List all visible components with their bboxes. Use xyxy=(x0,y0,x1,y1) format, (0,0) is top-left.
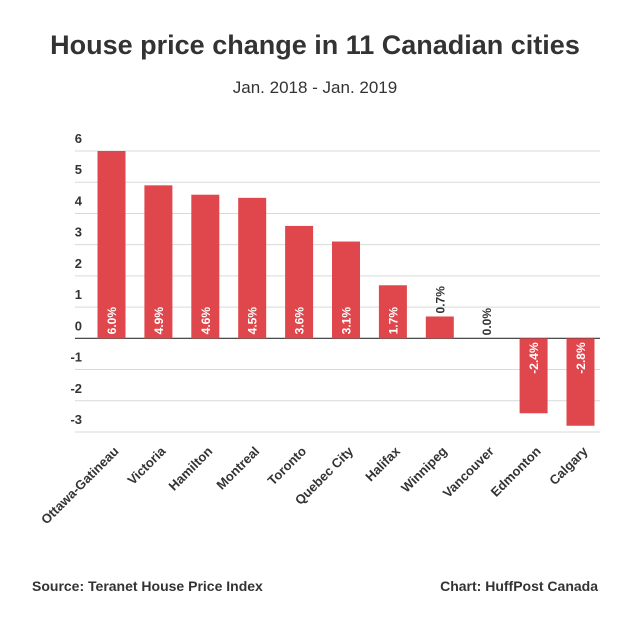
bar xyxy=(144,185,173,339)
y-tick-label: 1 xyxy=(75,287,82,302)
data-label: 1.7% xyxy=(386,307,400,335)
y-tick-label: 5 xyxy=(75,162,82,177)
category-label: Ottawa-Gatineau xyxy=(38,443,122,527)
data-label: 6.0% xyxy=(105,307,119,335)
y-tick-label: 3 xyxy=(75,225,82,240)
data-label: 3.1% xyxy=(340,307,354,335)
bar xyxy=(238,197,267,339)
data-label: 4.5% xyxy=(246,307,260,335)
y-tick-label: -1 xyxy=(70,350,82,365)
bar xyxy=(425,316,454,339)
bar xyxy=(285,225,314,339)
chart-credit: Chart: HuffPost Canada xyxy=(440,578,598,594)
source-note: Source: Teranet House Price Index xyxy=(32,578,263,594)
category-label: Toronto xyxy=(265,443,310,488)
y-tick-label: -2 xyxy=(70,381,82,396)
category-label: Hamilton xyxy=(165,443,215,493)
y-tick-label: 4 xyxy=(75,193,83,208)
data-label: 0.7% xyxy=(433,286,447,314)
data-label: 3.6% xyxy=(293,307,307,335)
data-label: 4.6% xyxy=(199,307,213,335)
bar xyxy=(378,285,407,339)
category-label: Victoria xyxy=(124,443,169,488)
bar xyxy=(191,194,220,339)
data-label: -2.8% xyxy=(574,342,588,374)
category-label: Calgary xyxy=(546,443,591,488)
data-label: 0.0% xyxy=(480,308,494,336)
bar xyxy=(332,241,360,339)
y-tick-label: 6 xyxy=(75,131,82,146)
chart-subtitle: Jan. 2018 - Jan. 2019 xyxy=(232,78,398,97)
y-tick-label: -3 xyxy=(70,412,82,427)
bar-chart: 6 5 4 3 2 1 0 -1 -2 -3 6.0% Ottawa-Gatineau 4.9% Vict… xyxy=(38,131,600,527)
y-tick-label: 0 xyxy=(75,318,82,333)
data-label: 4.9% xyxy=(152,307,166,335)
bar xyxy=(519,338,548,414)
category-label: Vancouver xyxy=(440,444,497,501)
category-label: Edmonton xyxy=(488,443,544,499)
bar xyxy=(566,338,595,426)
bar xyxy=(97,151,126,339)
y-tick-label: 2 xyxy=(75,256,82,271)
data-label: -2.4% xyxy=(527,342,541,374)
category-label: Montreal xyxy=(213,444,262,493)
chart-title: House price change in 11 Canadian cities xyxy=(50,30,580,60)
category-label: Halifax xyxy=(362,443,403,484)
